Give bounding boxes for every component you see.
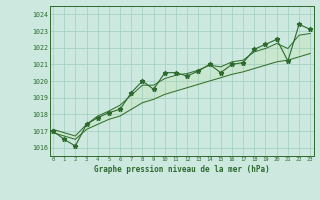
X-axis label: Graphe pression niveau de la mer (hPa): Graphe pression niveau de la mer (hPa) — [94, 165, 269, 174]
